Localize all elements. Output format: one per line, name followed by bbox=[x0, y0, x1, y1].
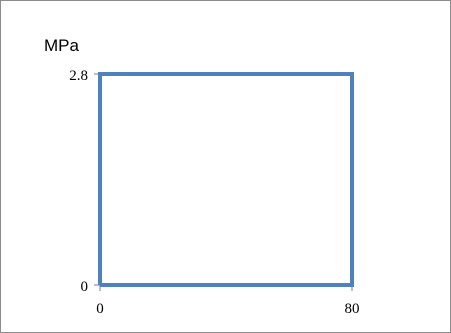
x-tick-label-right: 80 bbox=[345, 301, 360, 317]
axes bbox=[94, 73, 353, 291]
x-tick-label-left: 0 bbox=[96, 301, 104, 317]
y-axis-label: MPa bbox=[44, 36, 80, 55]
y-tick-label-bottom: 0 bbox=[81, 279, 89, 295]
series-line bbox=[98, 72, 354, 287]
y-tick-label-top: 2.8 bbox=[69, 68, 88, 84]
